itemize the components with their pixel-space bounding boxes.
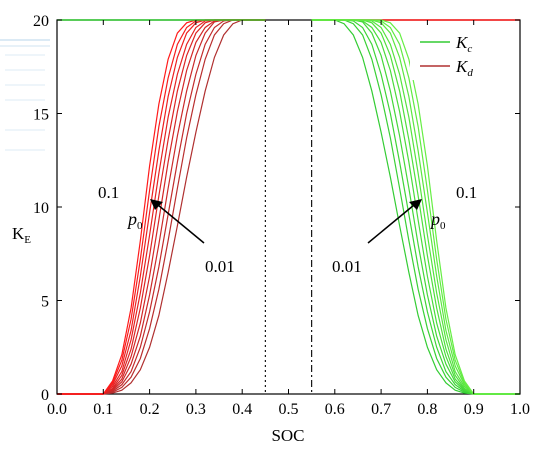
y-tick-label: 15 bbox=[33, 107, 49, 124]
annotation-left-bottom: 0.01 bbox=[205, 257, 235, 276]
kd-curve-4 bbox=[57, 19, 266, 395]
kc-curve-4 bbox=[311, 19, 520, 395]
kd-curve-8 bbox=[57, 19, 266, 395]
x-tick-label: 0.2 bbox=[140, 401, 160, 418]
y-axis-title: KE bbox=[12, 224, 31, 246]
kc-curve-0 bbox=[311, 19, 520, 395]
y-tick-label: 5 bbox=[41, 294, 49, 311]
kc-curve-7 bbox=[311, 19, 520, 395]
x-tick-label: 0.4 bbox=[232, 401, 252, 418]
legend-label-kc: Kc bbox=[455, 33, 472, 55]
annotation-right-top: 0.1 bbox=[456, 183, 477, 202]
x-tick-label: 1.0 bbox=[510, 401, 530, 418]
kd-curve-2 bbox=[57, 19, 266, 395]
kd-curve-1 bbox=[57, 19, 266, 395]
annotation-left-arrow bbox=[157, 204, 205, 244]
x-tick-label: 0.0 bbox=[47, 401, 67, 418]
kc-curve-3 bbox=[311, 19, 520, 395]
y-tick-label: 20 bbox=[33, 13, 49, 30]
series-kd bbox=[57, 19, 520, 395]
x-ticks: 0.0 0.1 0.2 0.3 0.4 0.5 0.6 0.7 0.8 0.9 1.0 bbox=[47, 20, 530, 418]
annotation-right-param: p0 bbox=[429, 209, 446, 232]
annotation-left: 0.1 0.01 p0 bbox=[98, 183, 235, 276]
x-axis-title: SOC bbox=[271, 426, 304, 445]
series-kc bbox=[57, 19, 520, 395]
annotation-right: 0.1 0.01 p0 bbox=[332, 183, 477, 276]
kd-curve-6 bbox=[57, 19, 266, 395]
annotation-left-param: p0 bbox=[126, 209, 143, 232]
kd-curve-0 bbox=[57, 19, 266, 395]
legend: Kc Kd bbox=[410, 28, 510, 80]
y-ticks: 0 5 10 15 20 bbox=[33, 13, 520, 404]
annotation-left-arrowhead bbox=[150, 199, 163, 210]
x-tick-label: 0.5 bbox=[279, 401, 299, 418]
annotation-right-arrow bbox=[367, 204, 415, 244]
annotation-right-arrowhead bbox=[409, 199, 422, 210]
y-axis-title-main: K bbox=[12, 224, 25, 243]
kc-curve-2 bbox=[311, 19, 520, 395]
margin-artifacts bbox=[0, 39, 50, 151]
kc-curve-1 bbox=[311, 19, 520, 395]
legend-label-kd: Kd bbox=[455, 57, 473, 79]
y-tick-label: 0 bbox=[41, 387, 49, 404]
kd-curve-5 bbox=[57, 19, 266, 395]
x-tick-label: 0.7 bbox=[371, 401, 391, 418]
x-tick-label: 0.3 bbox=[186, 401, 206, 418]
kc-curve-5 bbox=[311, 19, 520, 395]
kd-curve-7 bbox=[57, 19, 266, 395]
annotation-left-top: 0.1 bbox=[98, 183, 119, 202]
kc-curve-9 bbox=[311, 19, 520, 395]
kd-curve-3 bbox=[57, 19, 266, 395]
y-axis-title-sub: E bbox=[24, 234, 31, 246]
kc-curve-6 bbox=[311, 19, 520, 395]
x-tick-label: 0.8 bbox=[417, 401, 437, 418]
annotation-right-bottom: 0.01 bbox=[332, 257, 362, 276]
x-tick-label: 0.9 bbox=[464, 401, 484, 418]
y-tick-label: 10 bbox=[33, 200, 49, 217]
x-tick-label: 0.1 bbox=[93, 401, 113, 418]
x-tick-label: 0.6 bbox=[325, 401, 345, 418]
kc-curve-8 bbox=[311, 19, 520, 395]
